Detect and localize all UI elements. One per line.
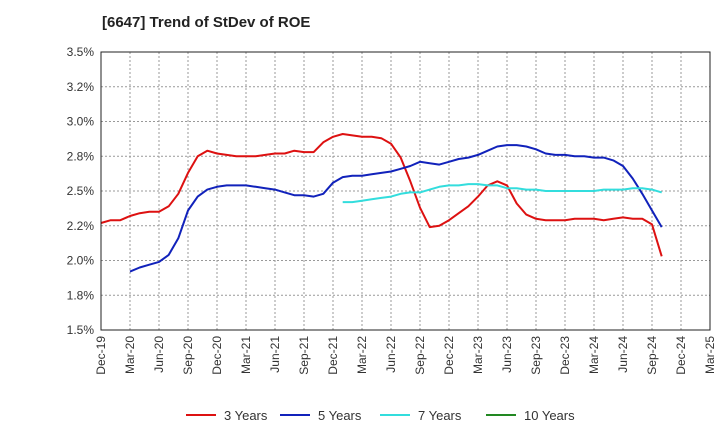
x-tick-label: Mar-20 [123,336,137,374]
x-tick-label: Jun-21 [268,336,282,373]
x-axis-ticks: Dec-19 Mar-20 Jun-20 Sep-20 Dec-20 Mar-21 Jun-… [94,336,717,375]
series-lines [100,133,663,273]
y-tick-label: 1.8% [67,288,95,302]
y-tick-label: 3.2% [67,80,95,94]
x-tick-label: Jun-24 [616,336,630,373]
series-line-7-years [342,183,662,204]
grid [101,52,710,330]
plot-border [100,51,711,331]
y-tick-label: 1.5% [67,323,95,337]
x-tick-label: Dec-23 [558,336,572,375]
legend: 3 Years 5 Years 7 Years 10 Years [186,408,575,423]
chart-title: [6647] Trend of StDev of ROE [102,14,311,31]
x-tick-label: Sep-21 [297,336,311,375]
x-tick-label: Dec-22 [442,336,456,375]
y-tick-label: 2.8% [67,149,95,163]
x-tick-label: Mar-21 [239,336,253,374]
legend-label: 3 Years [224,408,268,423]
x-tick-label: Sep-24 [645,336,659,375]
x-tick-label: Mar-25 [703,336,717,374]
x-tick-label: Dec-19 [94,336,108,375]
x-tick-label: Dec-24 [674,336,688,375]
x-tick-label: Jun-22 [384,336,398,373]
y-tick-label: 2.2% [67,219,95,233]
y-tick-label: 3.0% [67,115,95,129]
legend-label: 7 Years [418,408,462,423]
y-tick-label: 2.5% [67,184,95,198]
y-tick-label: 3.5% [67,45,95,59]
x-tick-label: Sep-22 [413,336,427,375]
x-tick-label: Sep-20 [181,336,195,375]
x-tick-label: Sep-23 [529,336,543,375]
x-tick-label: Dec-21 [326,336,340,375]
legend-label: 10 Years [524,408,575,423]
x-tick-label: Jun-20 [152,336,166,373]
legend-label: 5 Years [318,408,362,423]
x-tick-label: Mar-24 [587,336,601,374]
series-line-3-years [100,133,663,257]
series-line-5-years [129,144,663,273]
x-tick-label: Mar-22 [355,336,369,374]
y-axis-ticks: 3.5% 3.2% 3.0% 2.8% 2.5% 2.2% 2.0% 1.8% 1.5% [67,45,95,337]
x-tick-label: Dec-20 [210,336,224,375]
x-tick-label: Jun-23 [500,336,514,373]
x-tick-label: Mar-23 [471,336,485,374]
y-tick-label: 2.0% [67,254,95,268]
